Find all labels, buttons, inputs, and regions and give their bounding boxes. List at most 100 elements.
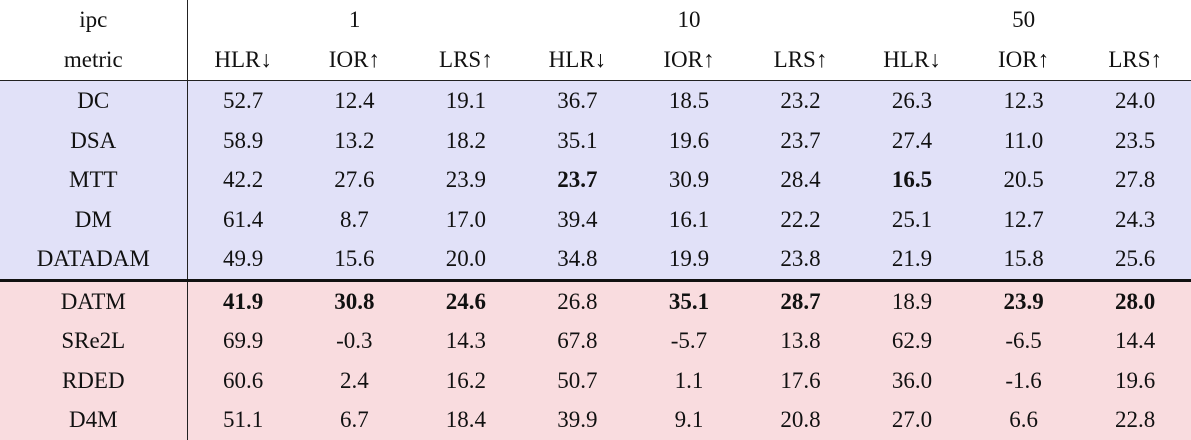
value-cell: -5.7 (633, 321, 745, 361)
ipc-group-header: 50 (1012, 7, 1036, 32)
ipc-group-header: 1 (348, 7, 361, 32)
value-cell: 19.6 (1079, 360, 1191, 400)
value-cell: 20.0 (410, 239, 522, 282)
value-cell: 14.3 (410, 321, 522, 361)
value-cell: 12.3 (967, 80, 1080, 121)
value-cell: 28.7 (744, 280, 857, 321)
value-cell: 1.1 (633, 360, 745, 400)
value-cell: 62.9 (856, 321, 968, 361)
ipc-label: ipc (0, 0, 188, 40)
value-cell: 27.8 (1079, 160, 1191, 200)
value-cell: 50.7 (521, 360, 634, 400)
value-cell: 17.6 (744, 360, 857, 400)
value-cell: 51.1 (187, 400, 299, 440)
value-cell: 36.0 (856, 360, 968, 400)
value-cell: 35.1 (521, 120, 634, 160)
table-row: SRe2L 69.9 -0.3 14.3 67.8 -5.7 13.8 62.9 -6.5 14.… (0, 321, 1191, 361)
value-cell: 13.2 (298, 120, 411, 160)
value-cell: 18.9 (856, 280, 968, 321)
value-cell: 6.7 (298, 400, 411, 440)
value-cell: 12.4 (298, 80, 411, 121)
value-cell: 42.2 (187, 160, 299, 200)
value-cell: 27.4 (856, 120, 968, 160)
value-cell: 19.1 (410, 80, 522, 121)
value-cell: 14.4 (1079, 321, 1191, 361)
value-cell: -6.5 (967, 321, 1080, 361)
method-name-cell: MTT (0, 160, 188, 200)
ipc-group-header: 10 (677, 7, 701, 32)
value-cell: 23.5 (1079, 120, 1191, 160)
value-cell: 30.9 (633, 160, 745, 200)
value-cell: 34.8 (521, 239, 634, 282)
value-cell: 24.0 (1079, 80, 1191, 121)
method-name-cell: D4M (0, 400, 188, 440)
metric-header: IOR↑ (967, 40, 1080, 81)
method-name-cell: DC (0, 80, 188, 121)
metric-header: LRS↑ (1079, 40, 1191, 81)
value-cell: 20.8 (744, 400, 857, 440)
value-cell: 27.6 (298, 160, 411, 200)
value-cell: 23.2 (744, 80, 857, 121)
value-cell: 39.9 (521, 400, 634, 440)
metric-header: HLR↓ (521, 40, 634, 81)
metric-header: IOR↑ (298, 40, 411, 81)
value-cell: 23.7 (521, 160, 634, 200)
value-cell: -1.6 (967, 360, 1080, 400)
value-cell: 24.3 (1079, 199, 1191, 239)
value-cell: 11.0 (967, 120, 1080, 160)
table-row: DATM 41.9 30.8 24.6 26.8 35.1 28.7 18.9 23.9 28.0 (0, 280, 1191, 321)
method-name-cell: DSA (0, 120, 188, 160)
table-row: DM 61.4 8.7 17.0 39.4 16.1 22.2 25.1 12.7 24.3 (0, 199, 1191, 239)
method-name-cell: SRe2L (0, 321, 188, 361)
table-row: D4M 51.1 6.7 18.4 39.9 9.1 20.8 27.0 6.6 22.8 (0, 400, 1191, 440)
value-cell: 21.9 (856, 239, 968, 282)
value-cell: 2.4 (298, 360, 411, 400)
method-name-cell: DATM (0, 280, 188, 321)
table-header: ipc 1 10 50 metric HLR↓ IOR↑ LRS↑ HLR↓ I… (0, 0, 1191, 81)
value-cell: 18.5 (633, 80, 745, 121)
metric-header: LRS↑ (744, 40, 857, 81)
value-cell: 16.5 (856, 160, 968, 200)
metric-header: HLR↓ (187, 40, 299, 81)
value-cell: 25.1 (856, 199, 968, 239)
value-cell: 6.6 (967, 400, 1080, 440)
metric-label: metric (0, 40, 188, 81)
value-cell: 15.8 (967, 239, 1080, 282)
table-body: DC 52.7 12.4 19.1 36.7 18.5 23.2 26.3 12.3 24.0 DS… (0, 80, 1191, 440)
metric-header-row: metric HLR↓ IOR↑ LRS↑ HLR↓ IOR↑ LRS↑ HLR… (0, 40, 1191, 81)
value-cell: 17.0 (410, 199, 522, 239)
value-cell: 49.9 (187, 239, 299, 282)
value-cell: 23.9 (967, 280, 1080, 321)
value-cell: 19.6 (633, 120, 745, 160)
value-cell: 23.8 (744, 239, 857, 282)
table-row: DC 52.7 12.4 19.1 36.7 18.5 23.2 26.3 12.3 24.0 (0, 80, 1191, 121)
value-cell: 16.2 (410, 360, 522, 400)
value-cell: 18.2 (410, 120, 522, 160)
value-cell: 28.0 (1079, 280, 1191, 321)
value-cell: 20.5 (967, 160, 1080, 200)
value-cell: 69.9 (187, 321, 299, 361)
value-cell: 22.8 (1079, 400, 1191, 440)
value-cell: 39.4 (521, 199, 634, 239)
value-cell: 41.9 (187, 280, 299, 321)
method-name-cell: DM (0, 199, 188, 239)
value-cell: 35.1 (633, 280, 745, 321)
table-row: MTT 42.2 27.6 23.9 23.7 30.9 28.4 16.5 20.5 27.8 (0, 160, 1191, 200)
value-cell: 23.9 (410, 160, 522, 200)
value-cell: 52.7 (187, 80, 299, 121)
value-cell: 28.4 (744, 160, 857, 200)
value-cell: 60.6 (187, 360, 299, 400)
value-cell: 19.9 (633, 239, 745, 282)
table-row: DSA 58.9 13.2 18.2 35.1 19.6 23.7 27.4 11.0 23.5 (0, 120, 1191, 160)
value-cell: 15.6 (298, 239, 411, 282)
method-name-cell: RDED (0, 360, 188, 400)
value-cell: 16.1 (633, 199, 745, 239)
value-cell: 27.0 (856, 400, 968, 440)
value-cell: -0.3 (298, 321, 411, 361)
value-cell: 23.7 (744, 120, 857, 160)
value-cell: 67.8 (521, 321, 634, 361)
metric-header: IOR↑ (633, 40, 745, 81)
metric-header: LRS↑ (410, 40, 522, 81)
value-cell: 26.3 (856, 80, 968, 121)
method-name-cell: DATADAM (0, 239, 188, 282)
